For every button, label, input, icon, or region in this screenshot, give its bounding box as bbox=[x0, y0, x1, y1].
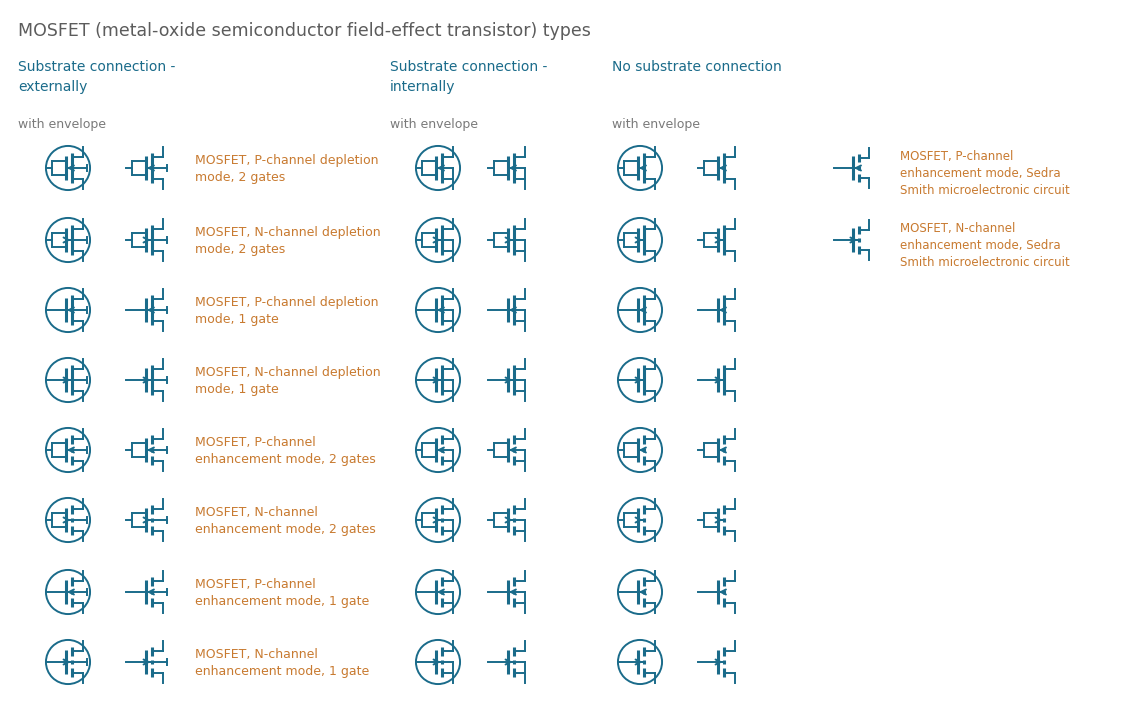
Text: MOSFET, N-channel
enhancement mode, 1 gate: MOSFET, N-channel enhancement mode, 1 ga… bbox=[195, 648, 369, 678]
Text: MOSFET, P-channel depletion
mode, 1 gate: MOSFET, P-channel depletion mode, 1 gate bbox=[195, 296, 379, 326]
Text: MOSFET, N-channel
enhancement mode, 2 gates: MOSFET, N-channel enhancement mode, 2 ga… bbox=[195, 506, 376, 536]
Text: MOSFET, N-channel depletion
mode, 1 gate: MOSFET, N-channel depletion mode, 1 gate bbox=[195, 366, 381, 396]
Text: MOSFET (metal-oxide semiconductor field-effect transistor) types: MOSFET (metal-oxide semiconductor field-… bbox=[18, 22, 591, 40]
Text: with envelope: with envelope bbox=[612, 118, 700, 131]
Text: Substrate connection -
externally: Substrate connection - externally bbox=[18, 60, 175, 94]
Text: with envelope: with envelope bbox=[18, 118, 106, 131]
Text: MOSFET, N-channel depletion
mode, 2 gates: MOSFET, N-channel depletion mode, 2 gate… bbox=[195, 226, 381, 256]
Text: No substrate connection: No substrate connection bbox=[612, 60, 781, 74]
Text: MOSFET, P-channel
enhancement mode, 1 gate: MOSFET, P-channel enhancement mode, 1 ga… bbox=[195, 578, 369, 608]
Text: Substrate connection -
internally: Substrate connection - internally bbox=[390, 60, 547, 94]
Text: MOSFET, P-channel depletion
mode, 2 gates: MOSFET, P-channel depletion mode, 2 gate… bbox=[195, 154, 379, 184]
Text: MOSFET, N-channel
enhancement mode, Sedra
Smith microelectronic circuit: MOSFET, N-channel enhancement mode, Sedr… bbox=[900, 222, 1069, 269]
Text: with envelope: with envelope bbox=[390, 118, 478, 131]
Text: MOSFET, P-channel
enhancement mode, Sedra
Smith microelectronic circuit: MOSFET, P-channel enhancement mode, Sedr… bbox=[900, 150, 1069, 197]
Text: MOSFET, P-channel
enhancement mode, 2 gates: MOSFET, P-channel enhancement mode, 2 ga… bbox=[195, 436, 376, 466]
